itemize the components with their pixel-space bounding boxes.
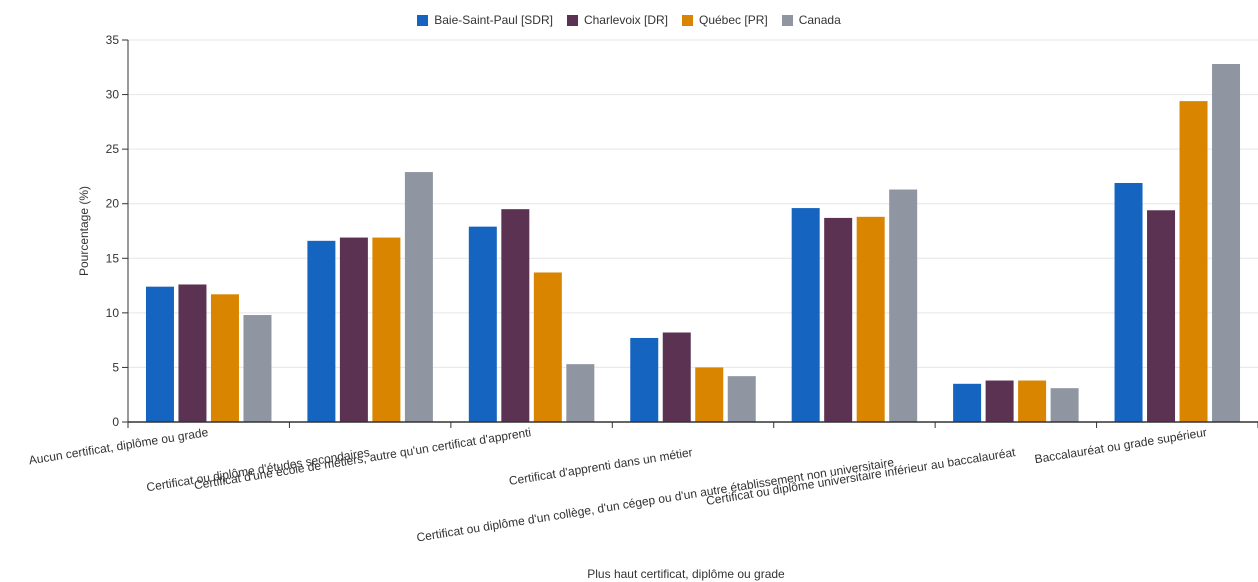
bar[interactable] [210, 294, 239, 422]
x-axis-title: Plus haut certificat, diplôme ou grade [587, 567, 785, 581]
bar[interactable] [1179, 101, 1208, 423]
legend-label: Québec [PR] [699, 13, 768, 27]
legend-label: Charlevoix [DR] [583, 13, 668, 27]
bar[interactable] [339, 237, 368, 422]
legend-swatch [417, 14, 429, 26]
legend-swatch [682, 14, 693, 26]
y-axis-title: Pourcentage (%) [77, 186, 91, 276]
bar[interactable] [662, 332, 691, 422]
bar[interactable] [243, 315, 272, 422]
bar[interactable] [404, 172, 433, 422]
y-tick-label: 25 [106, 142, 120, 156]
y-axis: 0 5 10 15 20 25 30 35 [106, 33, 129, 429]
bar[interactable] [727, 376, 756, 422]
gridlines [128, 39, 1258, 368]
bar[interactable] [1114, 182, 1143, 422]
x-tick-label: Baccalauréat ou grade supérieur [1034, 425, 1208, 466]
x-tick-label: Certificat ou diplôme d'un collège, d'un… [415, 455, 895, 544]
chart-legend: Baie-Saint-Paul [SDR] Charlevoix [DR] Québ… [0, 13, 1258, 27]
bar[interactable] [468, 226, 497, 422]
bar[interactable] [791, 208, 820, 422]
legend-label: Baie-Saint-Paul [SDR] [434, 13, 553, 27]
bar[interactable] [889, 189, 918, 422]
bars [145, 64, 1241, 423]
bar[interactable] [307, 240, 336, 422]
legend-swatch [566, 14, 578, 26]
bar[interactable] [1050, 388, 1079, 422]
y-tick-label: 30 [106, 88, 120, 102]
bar[interactable] [501, 209, 530, 422]
bar[interactable] [145, 286, 174, 422]
bar[interactable] [1212, 64, 1241, 423]
legend-item[interactable]: Québec [PR] [682, 13, 768, 27]
legend-item[interactable]: Canada [781, 13, 841, 27]
bar[interactable] [178, 284, 207, 422]
y-tick-label: 15 [106, 251, 120, 265]
bar[interactable] [856, 216, 885, 422]
bar[interactable] [566, 364, 595, 422]
legend-swatch [781, 14, 793, 26]
y-tick-label: 35 [106, 33, 120, 47]
y-tick-label: 10 [106, 306, 120, 320]
x-tick-label: Certificat d'une école de métiers, autre… [193, 425, 532, 492]
bar[interactable] [1147, 210, 1176, 422]
bar[interactable] [985, 380, 1014, 422]
bar[interactable] [953, 383, 982, 422]
legend-item[interactable]: Baie-Saint-Paul [SDR] [417, 13, 553, 27]
bar[interactable] [1018, 380, 1047, 422]
y-tick-label: 0 [112, 415, 119, 429]
x-tick-label: Certificat d'apprenti dans un métier [508, 445, 694, 488]
bar[interactable] [630, 337, 659, 422]
bar[interactable] [824, 217, 853, 422]
legend-label: Canada [798, 13, 841, 27]
legend-item[interactable]: Charlevoix [DR] [566, 13, 668, 27]
y-tick-label: 5 [112, 360, 119, 374]
bar[interactable] [372, 237, 401, 422]
x-axis: Aucun certificat, diplôme ou gradeCertif… [28, 421, 1258, 545]
x-tick-label: Aucun certificat, diplôme ou grade [28, 425, 210, 467]
bar[interactable] [695, 367, 724, 422]
bar[interactable] [533, 272, 562, 422]
y-tick-label: 20 [106, 197, 120, 211]
